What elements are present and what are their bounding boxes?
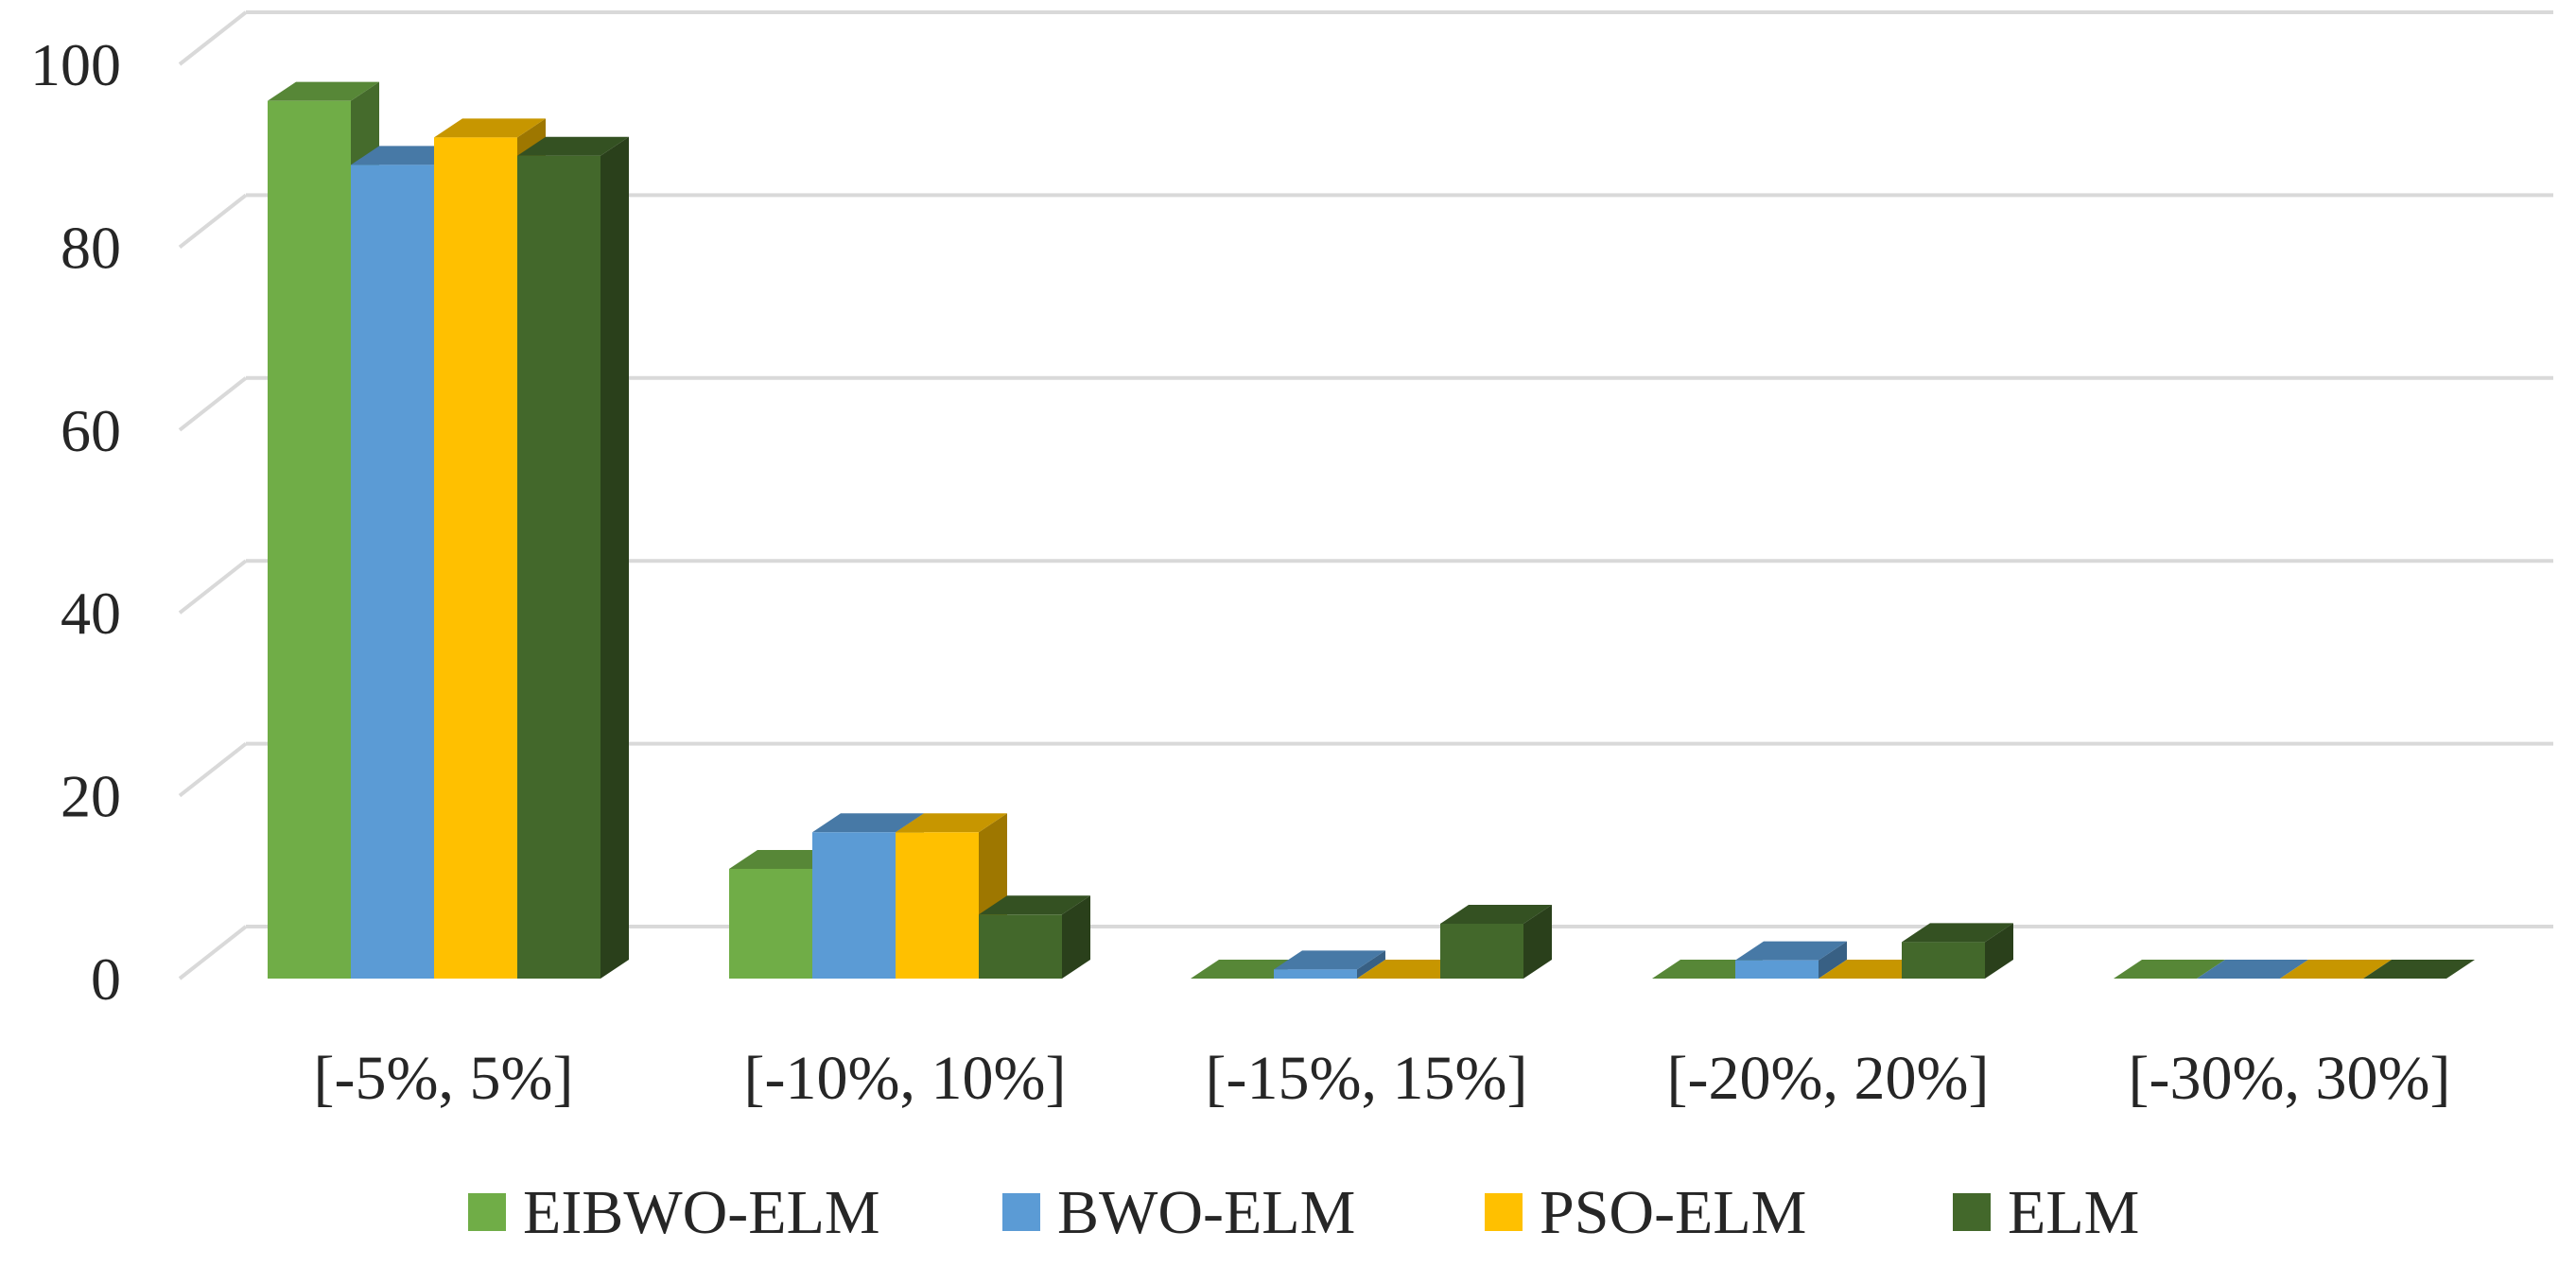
gridline-diagonal	[178, 925, 248, 980]
y-tick-label: 20	[61, 763, 121, 830]
bar-top	[434, 118, 546, 138]
y-tick-label: 0	[91, 945, 121, 1013]
y-tick-label: 100	[30, 31, 121, 98]
y-tick-label: 80	[61, 214, 121, 281]
bar-top	[2363, 960, 2475, 979]
category-group	[268, 81, 629, 980]
grid-layer	[178, 10, 2553, 980]
bar-side	[600, 136, 629, 979]
bar	[1735, 941, 1847, 979]
legend-swatch	[1002, 1193, 1040, 1231]
gridline-diagonal	[178, 10, 248, 66]
x-category-label: [-20%, 20%]	[1667, 1044, 1990, 1113]
bar	[1274, 950, 1385, 979]
bar-front	[1274, 969, 1357, 979]
bar-top	[1902, 923, 2013, 943]
legend-swatch	[1953, 1193, 1991, 1231]
bar	[1440, 904, 1552, 979]
bar-front	[1902, 942, 1985, 979]
bar-top	[1274, 950, 1385, 970]
legend-item: ELM	[1953, 1178, 2139, 1247]
bar-front	[434, 137, 517, 980]
legend-swatch	[1485, 1193, 1523, 1231]
bar	[2363, 960, 2475, 979]
bar-top	[268, 81, 379, 101]
category-group	[729, 813, 1090, 979]
category-group	[1652, 923, 2013, 979]
legend-label: PSO-ELM	[1540, 1178, 1806, 1247]
bar-top	[1735, 941, 1847, 961]
bar	[979, 895, 1090, 979]
bar-top	[979, 895, 1090, 915]
bar-front	[729, 868, 812, 979]
bar-top	[2197, 960, 2308, 979]
bar-front	[517, 155, 600, 979]
bar-side	[1985, 923, 2013, 979]
x-category-label: [-5%, 5%]	[314, 1044, 574, 1113]
legend-item: BWO-ELM	[1002, 1178, 1355, 1247]
x-category-label: [-10%, 10%]	[744, 1044, 1067, 1113]
bar-top	[1440, 904, 1552, 924]
legend-item: EIBWO-ELM	[468, 1178, 880, 1247]
legend-label: ELM	[2008, 1178, 2139, 1247]
bar-front	[812, 832, 896, 979]
bar	[2280, 960, 2392, 979]
x-category-label: [-15%, 15%]	[1206, 1044, 1528, 1113]
bar-top	[517, 136, 629, 156]
gridline-diagonal	[178, 742, 248, 798]
legend-label: BWO-ELM	[1057, 1178, 1355, 1247]
bar-front	[1440, 923, 1523, 979]
bar-side	[1357, 950, 1385, 979]
bar	[2197, 960, 2308, 979]
bar-front	[351, 165, 434, 979]
bar-front	[1735, 960, 1819, 979]
bar-front	[268, 100, 351, 980]
bar	[1902, 923, 2013, 979]
bar-side	[1523, 904, 1552, 979]
y-axis-ticks: 0 20 40 60 80 100	[30, 31, 121, 1013]
bar-side	[1062, 895, 1090, 979]
x-category-label: [-30%, 30%]	[2129, 1044, 2451, 1113]
bar-top	[896, 813, 1007, 833]
gridline-diagonal	[178, 559, 248, 615]
bar-side	[1819, 941, 1847, 979]
legend-item: PSO-ELM	[1485, 1178, 1806, 1247]
legend-swatch	[468, 1193, 506, 1231]
bar	[517, 136, 629, 979]
bar-top	[2280, 960, 2392, 979]
bars-layer	[268, 81, 2475, 980]
gridline-diagonal	[178, 193, 248, 249]
y-tick-label: 60	[61, 397, 121, 464]
bar-top	[2114, 960, 2225, 979]
x-axis-categories: [-5%, 5%] [-10%, 10%] [-15%, 15%] [-20%, 20…	[314, 1044, 2451, 1113]
gridline-diagonal	[178, 376, 248, 432]
category-group	[2114, 960, 2475, 979]
bar	[2114, 960, 2225, 979]
y-tick-label: 40	[61, 580, 121, 647]
bar-front	[979, 914, 1062, 979]
legend: EIBWO-ELM BWO-ELM PSO-ELM ELM	[468, 1178, 2139, 1247]
bar-front	[896, 832, 979, 979]
legend-label: EIBWO-ELM	[523, 1178, 880, 1247]
category-group	[1191, 904, 1552, 979]
bar-top	[812, 813, 924, 833]
